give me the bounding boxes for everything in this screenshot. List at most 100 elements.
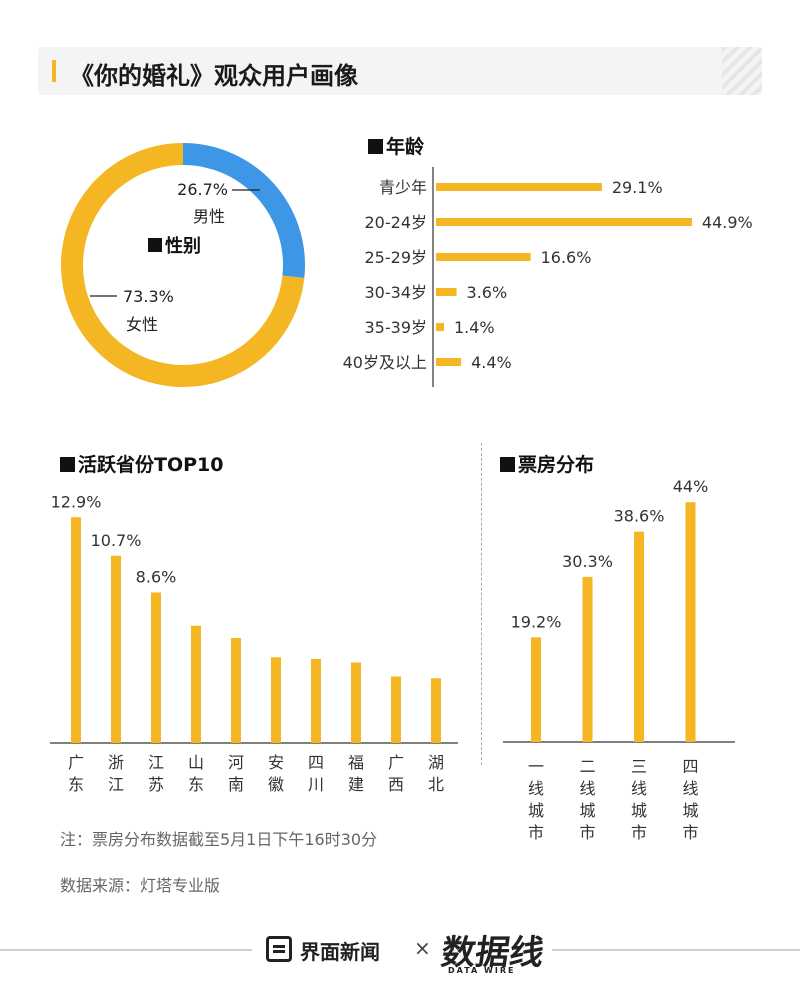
age-data-label: 1.4%: [454, 318, 495, 337]
boxoffice-tick-label: 四: [682, 757, 698, 776]
boxoffice-chart-title: 票房分布: [500, 450, 594, 477]
gender-female-label: 女性: [126, 315, 158, 334]
province-tick-label: 江: [108, 775, 124, 794]
collab-times: ×: [414, 936, 431, 960]
boxoffice-data-label: 38.6%: [614, 507, 665, 526]
gender-chart: 26.7% 男性 性别 73.3% 女性: [60, 140, 310, 390]
boxoffice-tick-label: 城: [579, 801, 595, 820]
footnote: 注：票房分布数据截至5月1日下午16时30分: [60, 830, 378, 849]
boxoffice-chart: 19.2% 一线城市 30.3% 二线城市 38.6% 三线城市 44% 四线城市: [495, 470, 740, 842]
boxoffice-bar: [531, 637, 541, 742]
section-divider: [481, 443, 482, 765]
page-title: 《你的婚礼》观众用户画像: [70, 62, 358, 90]
gender-male-value: 26.7%: [177, 180, 228, 199]
province-tick-label: 广: [68, 753, 84, 772]
header-accent-bar: [52, 60, 56, 82]
jiemian-logo-icon: [266, 936, 292, 962]
province-tick-label: 广: [388, 753, 404, 772]
province-tick-label: 四: [308, 753, 324, 772]
province-bar: [271, 657, 281, 743]
age-bar: [436, 358, 462, 366]
boxoffice-data-label: 44%: [673, 477, 709, 496]
province-tick-label: 江: [148, 753, 164, 772]
boxoffice-tick-label: 市: [528, 823, 544, 840]
gender-slice-male: [183, 143, 305, 279]
title-square-marker: [60, 457, 75, 472]
province-tick-label: 东: [68, 775, 84, 794]
boxoffice-data-label: 30.3%: [562, 552, 613, 571]
boxoffice-bar: [582, 576, 593, 742]
age-data-label: 4.4%: [471, 353, 512, 372]
age-tick-label: 40岁及以上: [343, 353, 427, 372]
boxoffice-tick-label: 市: [682, 823, 698, 840]
province-tick-label: 山: [188, 753, 204, 772]
boxoffice-data-label: 19.2%: [511, 612, 562, 631]
province-data-label: 12.9%: [51, 492, 102, 511]
province-tick-label: 北: [428, 775, 444, 794]
province-tick-label: 河: [228, 753, 244, 772]
province-tick-label: 西: [388, 775, 404, 794]
province-tick-label: 安: [268, 753, 284, 772]
footer-logos: 界面新闻 × 数据线 DATA WIRE: [266, 931, 546, 975]
age-bar: [436, 183, 602, 191]
footer-rule-left: [0, 949, 252, 951]
boxoffice-tick-label: 城: [682, 801, 698, 820]
age-bar-svg: 青少年 29.1% 20-24岁 44.9% 25-29岁 16.6% 30-34岁 3.6%…: [343, 167, 753, 387]
boxoffice-title-text: 票房分布: [518, 454, 595, 476]
province-data-label: 8.6%: [136, 568, 177, 587]
province-tick-label: 建: [348, 775, 364, 794]
boxoffice-tick-label: 线: [528, 779, 544, 798]
footer-rule-right: [552, 949, 800, 951]
boxoffice-tick-label: 线: [682, 779, 698, 798]
gender-female-value: 73.3%: [123, 287, 174, 306]
province-tick-label: 苏: [148, 775, 164, 794]
boxoffice-tick-label: 城: [528, 801, 544, 820]
province-bar: [191, 625, 201, 743]
age-data-label: 44.9%: [702, 213, 753, 232]
boxoffice-bar: [634, 531, 644, 742]
boxoffice-tick-label: 市: [579, 823, 595, 840]
title-square-marker: [368, 139, 383, 154]
province-tick-label: 湖: [428, 753, 444, 772]
province-title-text: 活跃省份TOP10: [78, 454, 224, 476]
boxoffice-tick-label: 线: [579, 779, 595, 798]
boxoffice-bar: [685, 502, 696, 742]
province-bar: [231, 638, 241, 743]
jiemian-brand-text: 界面新闻: [300, 940, 380, 964]
boxoffice-tick-label: 城: [631, 801, 647, 820]
age-data-label: 16.6%: [541, 248, 592, 267]
boxoffice-tick-label: 一: [528, 757, 544, 776]
age-bar: [436, 288, 457, 296]
age-data-label: 3.6%: [467, 283, 508, 302]
province-bar: [431, 678, 441, 743]
province-chart: 12.9% 广东 10.7% 浙江 8.6% 江苏山东河南安徽四川福建广西湖北: [40, 475, 470, 805]
age-title-text: 年龄: [386, 136, 425, 158]
age-tick-label: 25-29岁: [365, 248, 428, 267]
age-chart-title: 年龄: [368, 132, 424, 159]
age-bar: [436, 253, 531, 261]
gender-male-label: 男性: [193, 207, 225, 226]
age-chart: 青少年 29.1% 20-24岁 44.9% 25-29岁 16.6% 30-34岁 3.6%…: [320, 165, 780, 390]
data-wire-subtitle: DATA WIRE: [448, 966, 516, 975]
header-banner: 《你的婚礼》观众用户画像: [38, 47, 762, 95]
province-bar: [391, 676, 401, 743]
age-tick-label: 青少年: [379, 178, 427, 197]
age-bar: [436, 218, 692, 226]
age-tick-label: 20-24岁: [365, 213, 428, 232]
province-bar: [311, 659, 321, 743]
province-tick-label: 徽: [268, 775, 284, 794]
province-tick-label: 川: [308, 775, 324, 794]
province-tick-label: 福: [348, 753, 364, 772]
age-bar: [436, 323, 444, 331]
gender-title-square: [148, 238, 162, 252]
boxoffice-tick-label: 三: [631, 757, 647, 776]
province-bar: [71, 517, 81, 743]
province-chart-title: 活跃省份TOP10: [60, 450, 223, 477]
title-square-marker: [500, 457, 515, 472]
boxoffice-tick-label: 市: [631, 823, 647, 840]
province-data-label: 10.7%: [91, 531, 142, 550]
province-bar: [111, 555, 121, 743]
boxoffice-tick-label: 线: [631, 779, 647, 798]
